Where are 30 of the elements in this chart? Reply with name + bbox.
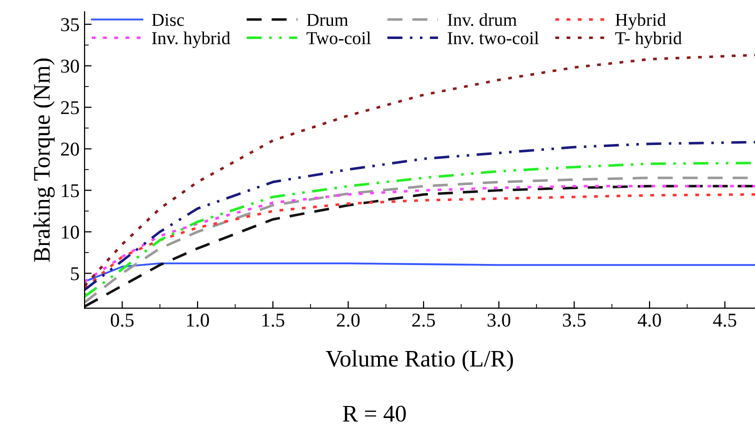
x-tick-label: 2.5: [412, 314, 435, 327]
line-series: [84, 140, 755, 292]
legend-label: Disc: [152, 14, 184, 26]
y-tick-label: 25: [61, 101, 79, 114]
line-series: [84, 262, 755, 283]
legend-label: Hybrid: [615, 13, 666, 30]
y-tick-label: 5: [71, 267, 79, 280]
y-tick-label: 30: [61, 60, 79, 73]
y-tick-label: 20: [61, 142, 79, 156]
x-tick-label: 0.5: [110, 314, 134, 327]
y-axis-title: Braking Torque (Nm): [33, 58, 55, 262]
y-tick-label: 35: [61, 18, 79, 32]
legend-label: Inv. drum: [448, 13, 517, 26]
legend-label: Two-coil: [306, 32, 371, 44]
legend-label: Inv. two-coil: [448, 32, 539, 44]
x-tick-label: 4.5: [713, 314, 736, 327]
text: R = 40: [342, 406, 406, 422]
x-tick-label: 1.5: [262, 314, 284, 327]
x-tick-label: 3.5: [562, 314, 586, 327]
legend-label: T- hybrid: [615, 32, 682, 48]
legend-label: Drum: [306, 14, 348, 26]
y-tick-label: 15: [62, 184, 79, 198]
x-tick-label: 2.0: [336, 314, 360, 327]
line-series: [84, 54, 755, 288]
x-tick-label: 4.0: [638, 314, 661, 327]
y-tick-label: 10: [62, 226, 79, 239]
legend-label: Inv. hybrid: [152, 32, 230, 48]
x-axis-title: Volume Ratio (L/R): [326, 350, 513, 372]
x-tick-label: 3.0: [488, 314, 510, 327]
x-tick-label: 1.0: [187, 314, 209, 327]
